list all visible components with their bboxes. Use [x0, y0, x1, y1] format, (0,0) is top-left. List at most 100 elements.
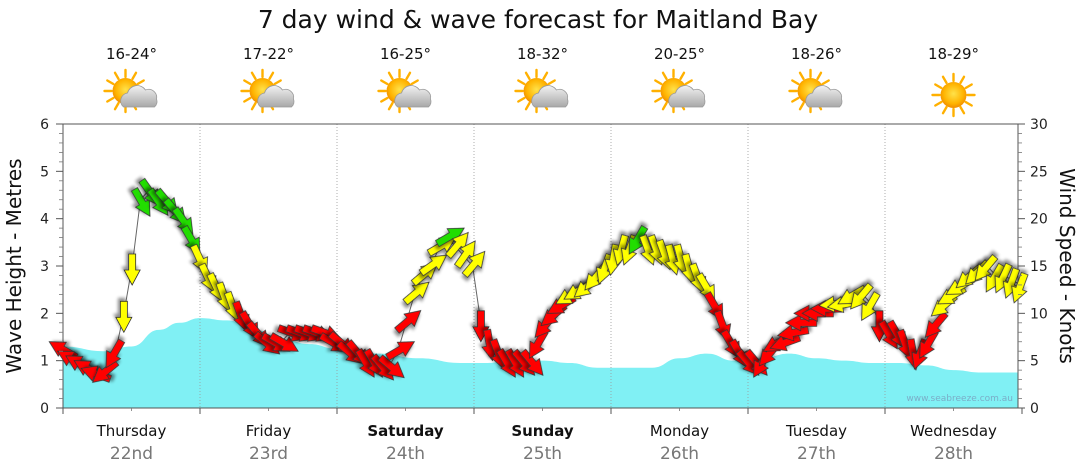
day-name: Thursday: [96, 422, 167, 440]
credit-text: www.seabreeze.com.au: [906, 394, 1013, 404]
day-date: 26th: [660, 444, 699, 464]
cloud-shape: [394, 85, 432, 108]
left-tick-label: 0: [40, 401, 49, 417]
chart-title: 7 day wind & wave forecast for Maitland …: [258, 5, 819, 34]
day-temperature: 18-32°: [517, 45, 568, 63]
cloud-shape: [120, 85, 158, 108]
sun-ray: [679, 71, 686, 81]
left-axis-label: Wave Height - Metres: [2, 158, 26, 373]
sun-ray: [964, 83, 973, 90]
wind-arrow: [402, 281, 430, 306]
sun-ray: [250, 71, 257, 81]
daily-weather-row: 16-24° 17-22° 16-25° 18-32° 20-25° 18-26° 18-2…: [103, 45, 979, 118]
sun-ray: [268, 71, 275, 81]
wind-arrow: [924, 310, 949, 339]
sun-ray: [106, 96, 115, 103]
sun-ray: [654, 96, 663, 103]
day-temperature: 20-25°: [654, 45, 705, 63]
sun-rays: [931, 72, 976, 118]
wind-arrow: [123, 253, 141, 286]
sun-ray: [791, 79, 800, 86]
sun-icon: [931, 72, 976, 118]
sun-ray: [798, 101, 805, 111]
sun-ray: [524, 101, 531, 111]
day-name: Monday: [650, 422, 709, 440]
sun-ray: [243, 96, 252, 103]
sun-ray: [113, 71, 120, 81]
left-tick-label: 1: [40, 354, 49, 370]
wind-arrow: [418, 254, 448, 277]
right-axis-wind-speed: 0 5 10 15 20 25 30: [1018, 117, 1048, 417]
sun-ray: [684, 79, 693, 86]
day-date: 22nd: [110, 444, 153, 464]
sun-ray: [654, 79, 663, 86]
wind-arrow: [434, 227, 465, 248]
cloud-shape: [668, 85, 706, 108]
sun-ray: [405, 71, 412, 81]
plot-area: [48, 123, 1029, 409]
wind-arrow: [461, 250, 486, 279]
day-temperature: 16-25°: [380, 45, 431, 63]
day-date: 28th: [934, 444, 973, 464]
day-date: 24th: [386, 444, 425, 464]
sun-cloud-icon: [514, 68, 569, 114]
sun-ray: [959, 105, 966, 115]
sun-ray: [517, 79, 526, 86]
sun-ray: [791, 96, 800, 103]
sun-ray: [387, 101, 394, 111]
sun-cloud-icon: [377, 68, 432, 114]
cloud-shape: [257, 85, 295, 108]
day-name: Wednesday: [910, 422, 997, 440]
wind-arrows: [48, 177, 1029, 383]
sun-cloud-icon: [240, 68, 295, 114]
sun-cloud-icon: [103, 68, 158, 114]
sun-ray: [941, 75, 948, 85]
sun-ray: [250, 101, 257, 111]
right-tick-label: 10: [1030, 306, 1048, 322]
day-date: 23rd: [249, 444, 288, 464]
sun-ray: [243, 79, 252, 86]
sun-ray: [517, 96, 526, 103]
left-axis-wave-height: 0 1 2 3 4 5 6: [40, 117, 63, 417]
sun-disc: [940, 82, 967, 108]
sun-ray: [410, 79, 419, 86]
day-temperature: 18-29°: [928, 45, 979, 63]
day-temperature: 16-24°: [106, 45, 157, 63]
wind-arrow: [974, 253, 999, 282]
sun-cloud-icon: [651, 68, 706, 114]
sun-ray: [964, 100, 973, 107]
cloud-shape: [805, 85, 843, 108]
wind-arrow: [861, 291, 881, 322]
sun-ray: [941, 105, 948, 115]
sun-ray: [106, 79, 115, 86]
wind-arrow: [115, 300, 133, 334]
right-tick-label: 15: [1030, 259, 1048, 275]
day-temperature: 17-22°: [243, 45, 294, 63]
day-date: 27th: [797, 444, 836, 464]
left-tick-label: 5: [40, 164, 49, 180]
sun-ray: [136, 79, 145, 86]
left-tick-label: 6: [40, 117, 49, 133]
day-name: Friday: [246, 422, 292, 440]
day-name: Saturday: [367, 422, 444, 440]
wind-arrow: [1011, 271, 1029, 304]
left-tick-label: 2: [40, 306, 49, 322]
wind-arrow: [850, 282, 874, 310]
sun-cloud-icon: [788, 68, 843, 114]
wind-arrow: [385, 341, 416, 361]
left-tick-label: 4: [40, 212, 49, 228]
cloud-shape: [531, 85, 569, 108]
x-axis-days: Thursday 22nd Friday 23rd Saturday 24th Sunday…: [62, 408, 1023, 464]
sun-ray: [113, 101, 120, 111]
sun-ray: [934, 83, 943, 90]
right-axis-label: Wind Speed - Knots: [1055, 168, 1079, 364]
sun-ray: [387, 71, 394, 81]
sun-ray: [547, 79, 556, 86]
wind-arrow: [519, 348, 544, 376]
day-date: 25th: [523, 444, 562, 464]
right-tick-label: 20: [1030, 212, 1048, 228]
right-tick-label: 30: [1030, 117, 1048, 133]
sun-ray: [959, 75, 966, 85]
